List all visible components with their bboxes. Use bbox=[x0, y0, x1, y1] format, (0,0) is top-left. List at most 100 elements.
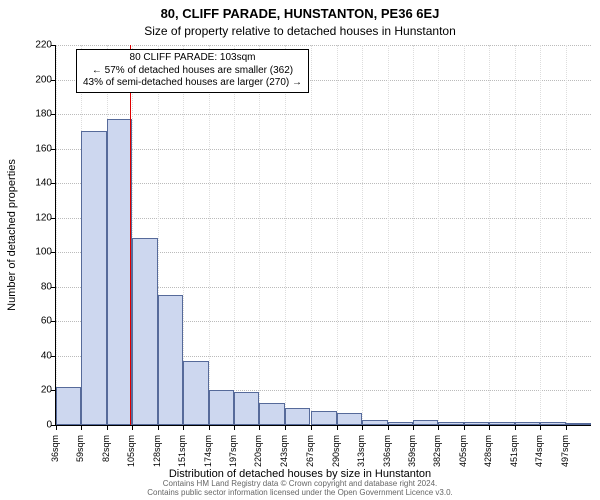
x-tick-mark bbox=[438, 425, 439, 430]
gridline-vertical bbox=[388, 45, 389, 425]
x-tick-label: 59sqm bbox=[75, 435, 85, 480]
y-tick-label: 100 bbox=[35, 247, 52, 258]
histogram-bar bbox=[337, 413, 362, 425]
histogram-bar bbox=[388, 422, 413, 425]
gridline-horizontal bbox=[56, 149, 591, 150]
x-tick-mark bbox=[413, 425, 414, 430]
x-tick-label: 220sqm bbox=[253, 435, 263, 480]
gridline-vertical bbox=[56, 45, 57, 425]
x-tick-mark bbox=[107, 425, 108, 430]
histogram-bar bbox=[464, 422, 489, 425]
y-tick-label: 20 bbox=[41, 385, 52, 396]
x-tick-label: 197sqm bbox=[228, 435, 238, 480]
histogram-bar bbox=[259, 403, 284, 425]
gridline-horizontal bbox=[56, 114, 591, 115]
gridline-vertical bbox=[209, 45, 210, 425]
histogram-bar bbox=[183, 361, 208, 425]
gridline-vertical bbox=[515, 45, 516, 425]
x-tick-label: 243sqm bbox=[279, 435, 289, 480]
annotation-line-1: 80 CLIFF PARADE: 103sqm bbox=[83, 52, 302, 65]
gridline-vertical bbox=[438, 45, 439, 425]
x-tick-mark bbox=[81, 425, 82, 430]
y-tick-label: 200 bbox=[35, 74, 52, 85]
x-tick-mark bbox=[388, 425, 389, 430]
x-tick-label: 267sqm bbox=[305, 435, 315, 480]
gridline-vertical bbox=[337, 45, 338, 425]
x-tick-label: 382sqm bbox=[432, 435, 442, 480]
histogram-bar bbox=[566, 423, 591, 425]
x-tick-mark bbox=[489, 425, 490, 430]
gridline-vertical bbox=[566, 45, 567, 425]
x-tick-mark bbox=[209, 425, 210, 430]
x-tick-mark bbox=[362, 425, 363, 430]
x-tick-mark bbox=[285, 425, 286, 430]
y-tick-label: 140 bbox=[35, 178, 52, 189]
x-tick-mark bbox=[56, 425, 57, 430]
x-tick-label: 474sqm bbox=[534, 435, 544, 480]
histogram-bar bbox=[56, 387, 81, 425]
x-tick-label: 428sqm bbox=[483, 435, 493, 480]
x-tick-label: 105sqm bbox=[126, 435, 136, 480]
y-tick-label: 180 bbox=[35, 109, 52, 120]
x-tick-mark bbox=[234, 425, 235, 430]
x-tick-label: 128sqm bbox=[152, 435, 162, 480]
y-tick-label: 60 bbox=[41, 316, 52, 327]
x-tick-mark bbox=[515, 425, 516, 430]
y-tick-label: 40 bbox=[41, 350, 52, 361]
x-tick-label: 151sqm bbox=[177, 435, 187, 480]
x-tick-label: 313sqm bbox=[356, 435, 366, 480]
gridline-vertical bbox=[540, 45, 541, 425]
annotation-line-3: 43% of semi-detached houses are larger (… bbox=[83, 77, 302, 90]
histogram-bar bbox=[107, 119, 132, 425]
y-tick-label: 160 bbox=[35, 143, 52, 154]
chart-footer: Contains HM Land Registry data © Crown c… bbox=[0, 480, 600, 498]
y-axis-label: Number of detached properties bbox=[6, 159, 18, 311]
x-tick-label: 82sqm bbox=[101, 435, 111, 480]
x-tick-mark bbox=[311, 425, 312, 430]
histogram-bar bbox=[81, 131, 106, 425]
x-tick-label: 497sqm bbox=[560, 435, 570, 480]
histogram-bar bbox=[540, 422, 565, 425]
x-tick-label: 290sqm bbox=[331, 435, 341, 480]
histogram-bar bbox=[234, 392, 259, 425]
chart-subtitle: Size of property relative to detached ho… bbox=[0, 24, 600, 38]
y-tick-label: 220 bbox=[35, 40, 52, 51]
histogram-bar bbox=[413, 420, 438, 425]
gridline-vertical bbox=[464, 45, 465, 425]
y-tick-label: 80 bbox=[41, 281, 52, 292]
histogram-bar bbox=[158, 295, 183, 425]
histogram-bar bbox=[489, 422, 514, 425]
gridline-vertical bbox=[285, 45, 286, 425]
x-tick-label: 36sqm bbox=[50, 435, 60, 480]
gridline-horizontal bbox=[56, 45, 591, 46]
gridline-vertical bbox=[413, 45, 414, 425]
x-tick-label: 174sqm bbox=[203, 435, 213, 480]
gridline-horizontal bbox=[56, 218, 591, 219]
x-tick-label: 405sqm bbox=[458, 435, 468, 480]
footer-line-2: Contains public sector information licen… bbox=[0, 489, 600, 498]
x-tick-mark bbox=[183, 425, 184, 430]
gridline-vertical bbox=[234, 45, 235, 425]
x-tick-mark bbox=[158, 425, 159, 430]
gridline-vertical bbox=[311, 45, 312, 425]
reference-line bbox=[130, 45, 131, 425]
histogram-bar bbox=[311, 411, 336, 425]
x-tick-label: 359sqm bbox=[407, 435, 417, 480]
gridline-vertical bbox=[259, 45, 260, 425]
gridline-horizontal bbox=[56, 183, 591, 184]
histogram-bar bbox=[285, 408, 310, 425]
reference-annotation: 80 CLIFF PARADE: 103sqm ← 57% of detache… bbox=[76, 49, 309, 93]
gridline-vertical bbox=[362, 45, 363, 425]
x-tick-mark bbox=[259, 425, 260, 430]
histogram-bar bbox=[438, 422, 463, 425]
y-tick-label: 0 bbox=[46, 420, 52, 431]
x-tick-mark bbox=[132, 425, 133, 430]
histogram-bar bbox=[362, 420, 387, 425]
histogram-bar bbox=[515, 422, 540, 425]
x-tick-mark bbox=[337, 425, 338, 430]
histogram-bar bbox=[132, 238, 157, 425]
x-tick-mark bbox=[540, 425, 541, 430]
x-tick-mark bbox=[464, 425, 465, 430]
annotation-line-2: ← 57% of detached houses are smaller (36… bbox=[83, 65, 302, 78]
chart-plot-area: 80 CLIFF PARADE: 103sqm ← 57% of detache… bbox=[55, 45, 591, 426]
